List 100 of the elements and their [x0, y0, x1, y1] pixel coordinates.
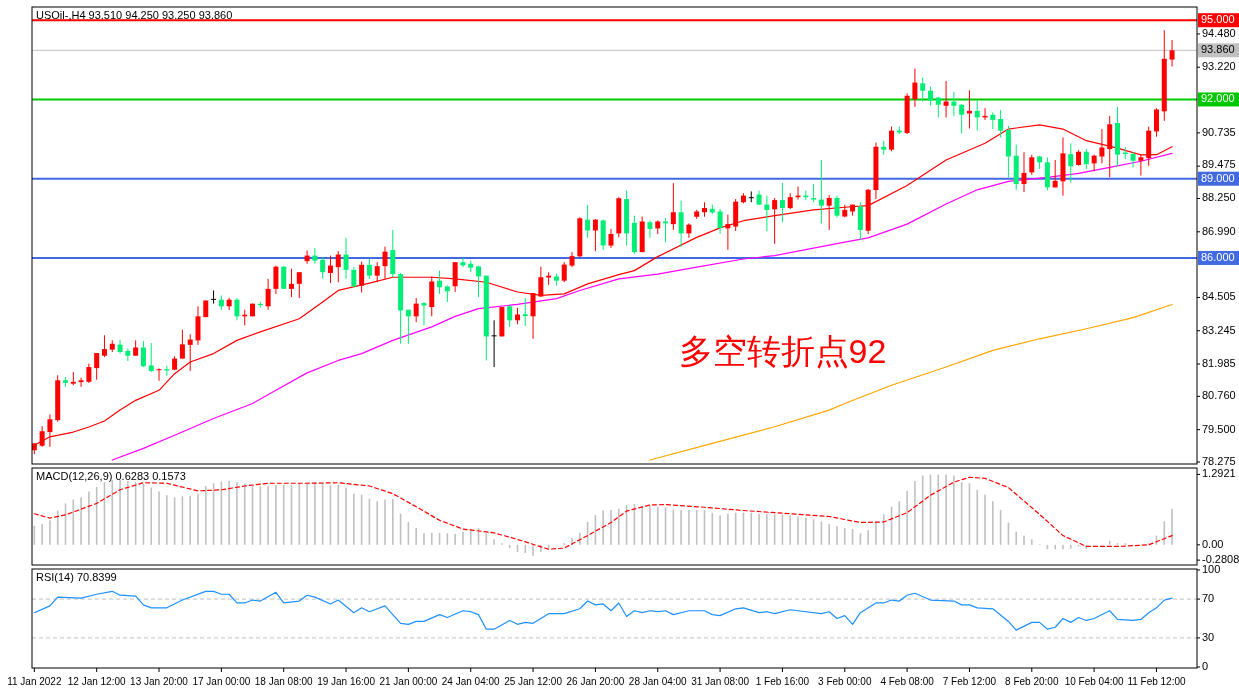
candlestick [1052, 159, 1058, 188]
candlestick [335, 250, 341, 283]
x-tick-label: 3 Feb 00:00 [818, 676, 872, 687]
x-tick-label: 17 Jan 00:00 [192, 676, 251, 687]
candlestick [327, 255, 333, 284]
candlestick [421, 301, 427, 326]
x-tick-label: 21 Jan 00:00 [379, 676, 438, 687]
y-tick-label: 30 [1202, 630, 1215, 643]
candlestick [834, 195, 840, 218]
candlestick [491, 319, 497, 368]
candlestick [857, 201, 863, 241]
candlestick [296, 271, 302, 299]
candlestick [117, 339, 123, 355]
candlestick [943, 80, 949, 118]
y-tick-label: 84.505 [1202, 290, 1236, 303]
x-tick-label: 11 Jan 2022 [7, 676, 62, 687]
candlestick [148, 342, 154, 373]
annotation: 多空转折点92 [678, 332, 887, 371]
x-tick-label: 8 Feb 20:00 [1005, 676, 1059, 687]
y-tick-label: 1.2921 [1202, 467, 1236, 480]
candlestick [1091, 154, 1097, 172]
x-tick-label: 19 Jan 16:00 [317, 676, 376, 687]
candlestick [678, 200, 684, 248]
candlestick [343, 237, 349, 280]
y-tick-label: 93.220 [1202, 60, 1236, 73]
x-tick-label: 26 Jan 20:00 [566, 676, 625, 687]
chart-title: USOil-,H4 93.510 94.250 93.250 93.860 [36, 9, 233, 21]
ref-line-label: 92.000 [1201, 92, 1235, 105]
candlestick [647, 219, 653, 239]
candlestick [912, 68, 918, 108]
candlestick [826, 194, 832, 231]
candlestick [1068, 142, 1074, 183]
candlestick [187, 333, 193, 372]
candlestick [211, 289, 217, 305]
candlestick [437, 270, 443, 295]
x-tick-label: 10 Feb 04:00 [1064, 676, 1125, 687]
candlestick [1083, 148, 1089, 170]
candlestick [530, 292, 536, 340]
y-tick-label: 94.480 [1202, 26, 1236, 39]
candlestick [156, 367, 162, 382]
candlestick [663, 217, 669, 243]
candlestick [959, 103, 965, 135]
candlestick [281, 265, 287, 290]
candlestick [522, 297, 528, 327]
candlestick [585, 204, 591, 239]
ref-line-label: 95.000 [1201, 13, 1235, 26]
candlestick [811, 183, 817, 203]
candlestick [772, 197, 778, 245]
candlestick [94, 352, 100, 381]
candlestick [312, 247, 318, 265]
x-tick-label: 12 Jan 12:00 [67, 676, 127, 687]
candlestick [686, 222, 692, 239]
candlestick [1153, 107, 1159, 138]
candlestick [265, 278, 271, 311]
ref-line-label: 89.000 [1201, 171, 1235, 184]
candlestick [764, 195, 770, 232]
y-tick-label: 90.735 [1202, 125, 1236, 138]
candlestick [889, 126, 895, 152]
candlestick [366, 258, 372, 280]
candlestick [234, 297, 240, 321]
candlestick [273, 265, 279, 295]
x-tick-label: 7 Feb 12:00 [942, 676, 997, 687]
candlestick [1029, 154, 1035, 176]
ref-line-label: 86.000 [1201, 250, 1235, 263]
candlestick [359, 261, 365, 294]
candlestick [935, 96, 941, 118]
candlestick [779, 182, 785, 223]
y-tick-label: 70 [1202, 591, 1215, 604]
candlestick [974, 99, 980, 132]
candlestick [289, 268, 294, 298]
candlestick [717, 208, 723, 235]
candlestick [476, 265, 482, 298]
x-tick-label: 31 Jan 08:00 [691, 676, 750, 687]
y-tick-label: 81.985 [1202, 356, 1236, 369]
candlestick [179, 329, 185, 360]
x-tick-label: 28 Jan 04:00 [628, 676, 688, 687]
candlestick [818, 159, 824, 224]
candlestick [670, 182, 676, 231]
line-series [649, 303, 1173, 461]
y-tick-label: 86.990 [1202, 224, 1236, 237]
y-tick-label: 80.760 [1202, 389, 1236, 402]
candlestick [78, 377, 84, 388]
chart-title: MACD(12,26,9) 0.6283 0.1573 [36, 470, 186, 482]
candlestick [1169, 39, 1175, 67]
candlestick [460, 257, 466, 268]
x-tick-label: 4 Feb 08:00 [880, 676, 935, 687]
candlestick [998, 109, 1004, 138]
candlestick [86, 363, 92, 384]
candlestick [538, 266, 544, 298]
x-tick-label: 13 Jan 20:00 [130, 676, 189, 687]
candlestick [382, 246, 388, 280]
x-tick-label: 1 Feb 16:00 [755, 676, 810, 687]
candlestick [374, 261, 380, 283]
candlestick [1130, 151, 1136, 168]
x-tick-label: 18 Jan 08:00 [254, 676, 314, 687]
candlestick [608, 228, 614, 249]
ref-line-label: 93.860 [1201, 43, 1235, 56]
x-tick-label: 11 Feb 12:00 [1127, 676, 1187, 687]
y-tick-label: 83.245 [1202, 323, 1236, 336]
y-tick-label: 0.00 [1202, 537, 1224, 550]
